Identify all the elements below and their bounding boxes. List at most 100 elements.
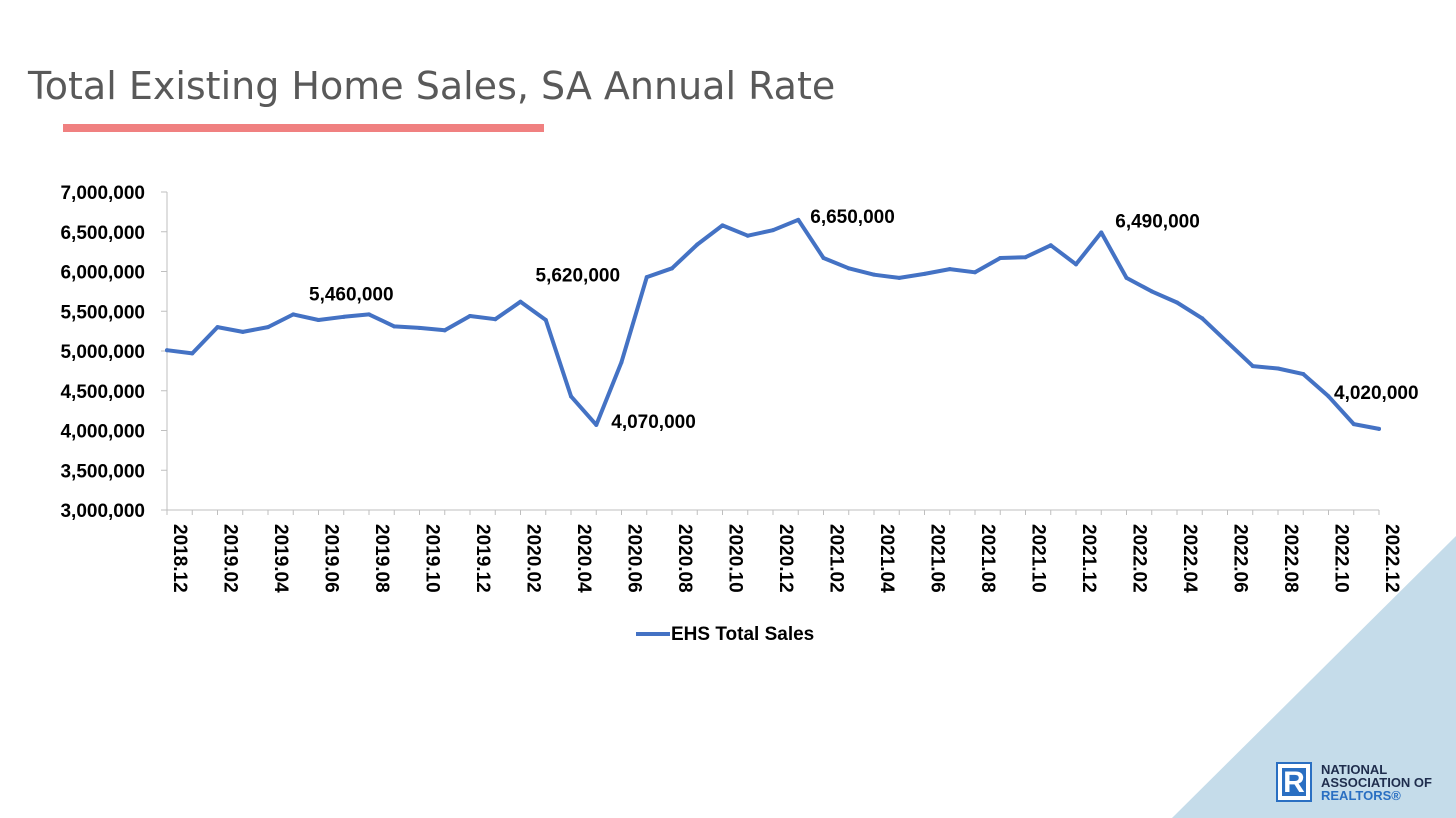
data-point [644,275,649,280]
data-point [1175,300,1179,305]
x-tick-label: 2021.10 [1028,524,1049,593]
data-point [821,255,826,260]
data-point [594,422,599,427]
series-line-ehs-total-sales [165,217,1381,431]
data-point [468,314,472,319]
data-point [1351,422,1356,427]
logo-text: NATIONAL ASSOCIATION OF REALTORS® [1321,763,1432,802]
data-point [1326,394,1331,399]
data-point [1301,372,1306,377]
y-tick-label: 3,000,000 [60,501,145,522]
data-point [947,267,952,272]
data-point [442,328,447,333]
data-point [190,351,195,356]
data-point [341,314,346,319]
data-point [922,271,927,276]
data-label: 5,620,000 [536,266,621,287]
y-tick-label: 6,000,000 [60,263,145,284]
data-point [1149,289,1154,294]
logo-line-3: REALTORS® [1321,788,1401,803]
data-point [569,394,573,399]
x-tick-label: 2021.02 [826,524,847,593]
data-point [872,272,876,277]
data-point [266,325,270,330]
data-point [392,324,397,329]
data-point [518,299,523,304]
x-tick-label: 2022.02 [1129,524,1150,593]
data-point [846,266,851,271]
corner-triangle-shape [1172,536,1456,818]
x-tick-label: 2019.10 [422,524,443,593]
data-point [720,223,725,228]
legend-label: EHS Total Sales [671,624,814,645]
y-tick-label: 5,000,000 [60,342,145,363]
logo-line-2: ASSOCIATION OF [1321,775,1432,790]
y-tick-label: 3,500,000 [60,461,145,482]
x-tick-label: 2019.08 [371,524,392,593]
annotation-layer: 5,460,000 5,620,000 4,070,000 6,650,000 6,49… [309,207,1419,433]
x-tick-label: 2021.06 [927,524,948,593]
x-tick-label: 2021.12 [1078,524,1099,593]
data-point [1074,262,1078,267]
data-point [1200,316,1205,321]
x-tick-label: 2021.04 [876,524,897,593]
data-point [1276,366,1280,371]
data-point [619,360,624,365]
x-tick-label: 2020.04 [573,524,594,593]
data-label: 4,070,000 [611,412,696,433]
logo-line-1: NATIONAL [1321,762,1388,777]
data-point [771,228,775,233]
x-tick-label: 2019.04 [270,524,291,593]
x-axis: 2018.12 2019.02 2019.04 2019.06 2019.08 2019.… [166,509,1402,593]
data-label: 4,020,000 [1334,383,1419,404]
data-point [1048,243,1053,248]
x-tick-label: 2020.12 [775,524,796,593]
y-tick-label: 5,500,000 [60,302,145,323]
data-point [316,317,321,322]
data-point [973,270,977,275]
x-tick-label: 2020.02 [523,524,544,593]
data-label: 6,650,000 [810,207,895,228]
realtor-r-logo-icon: R [1276,762,1312,802]
data-point [1124,275,1129,280]
data-point [897,275,902,280]
data-point [493,317,498,322]
x-tick-label: 2019.02 [220,524,241,593]
y-tick-label: 4,500,000 [60,382,145,403]
x-tick-label: 2022.12 [1381,524,1402,593]
data-point [165,348,169,353]
y-tick-label: 7,000,000 [60,183,145,204]
data-point [1023,255,1028,260]
data-point [240,329,245,334]
data-point [543,317,548,322]
chart-title: Total Existing Home Sales, SA Annual Rat… [28,64,836,108]
x-tick-label: 2022.10 [1331,524,1352,593]
data-point [998,255,1003,260]
x-tick-label: 2020.06 [624,524,645,593]
y-tick-label: 6,500,000 [60,223,145,244]
x-tick-label: 2022.04 [1179,524,1200,593]
y-tick-label: 4,000,000 [60,422,145,443]
logo-mark-letter: R [1282,766,1306,799]
x-tick-label: 2022.06 [1230,524,1251,593]
data-point [417,325,422,330]
data-point [1377,426,1381,431]
data-point [1099,230,1104,235]
x-tick-label: 2018.12 [169,524,190,593]
x-tick-label: 2019.12 [472,524,493,593]
x-tick-label: 2019.06 [321,524,342,593]
data-point [367,312,371,317]
x-tick-label: 2020.08 [674,524,695,593]
series-layer [165,217,1381,431]
data-point [796,217,801,222]
data-point [745,233,750,238]
y-axis: 3,000,000 3,500,000 4,000,000 4,500,000 5,00… [60,183,168,522]
data-point [1225,340,1230,345]
data-point [695,242,700,247]
data-label: 6,490,000 [1115,212,1200,233]
nar-logo: R NATIONAL ASSOCIATION OF REALTORS® [1276,762,1446,806]
data-point [291,312,296,317]
data-point [1250,364,1255,369]
